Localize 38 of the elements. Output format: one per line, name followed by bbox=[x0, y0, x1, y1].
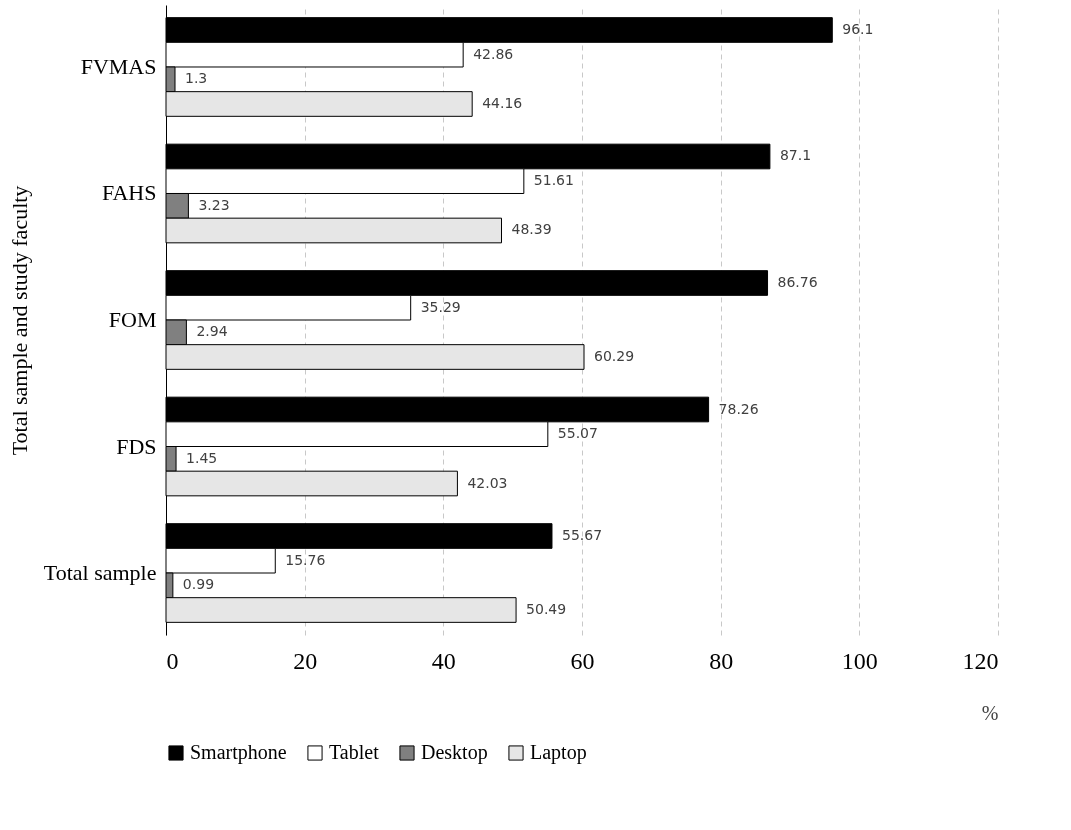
x-tick-label: 20 bbox=[293, 647, 318, 674]
data-label: 50.49 bbox=[526, 601, 567, 618]
data-label: 2.94 bbox=[196, 323, 228, 340]
x-tick-label: 40 bbox=[431, 647, 456, 674]
legend-label: Smartphone bbox=[190, 741, 287, 764]
x-tick-label: 80 bbox=[709, 647, 734, 674]
data-label: 51.61 bbox=[533, 172, 574, 189]
data-label: 48.39 bbox=[511, 221, 552, 238]
data-label: 35.29 bbox=[420, 298, 461, 315]
x-axis-title: % bbox=[981, 701, 999, 724]
x-tick-label: 60 bbox=[570, 647, 595, 674]
data-label: 55.67 bbox=[561, 527, 603, 544]
data-label: 96.1 bbox=[842, 20, 874, 37]
data-label: 42.03 bbox=[467, 474, 508, 491]
data-label: 55.07 bbox=[557, 425, 598, 442]
data-label: 3.23 bbox=[198, 196, 230, 213]
data-label: 1.45 bbox=[186, 449, 218, 466]
y-tick-label: FDS bbox=[116, 433, 157, 459]
data-label: 42.86 bbox=[473, 45, 514, 62]
data-label: 78.26 bbox=[718, 400, 759, 417]
y-tick-label: Total sample bbox=[43, 560, 157, 586]
x-tick-label: 100 bbox=[841, 647, 878, 674]
data-label: 60.29 bbox=[594, 348, 635, 364]
y-tick-label: FOM bbox=[108, 307, 157, 332]
data-label: 87.1 bbox=[779, 147, 812, 164]
y-tick-label: FVMAS bbox=[80, 53, 157, 79]
data-label: 1.3 bbox=[185, 70, 208, 87]
data-label: 0.99 bbox=[182, 576, 215, 593]
y-axis-title: Total sample and study faculty bbox=[6, 185, 32, 456]
legend-label: Laptop bbox=[530, 741, 587, 764]
data-label: 86.76 bbox=[777, 274, 818, 290]
legend-label: Desktop bbox=[421, 741, 488, 764]
data-label: 15.76 bbox=[285, 551, 326, 568]
y-tick-label: FAHS bbox=[101, 180, 157, 206]
data-label: 44.16 bbox=[482, 94, 523, 111]
legend-label: Tablet bbox=[329, 741, 380, 763]
x-tick-label: 120 bbox=[962, 647, 999, 674]
x-tick-label: 0 bbox=[166, 647, 179, 674]
